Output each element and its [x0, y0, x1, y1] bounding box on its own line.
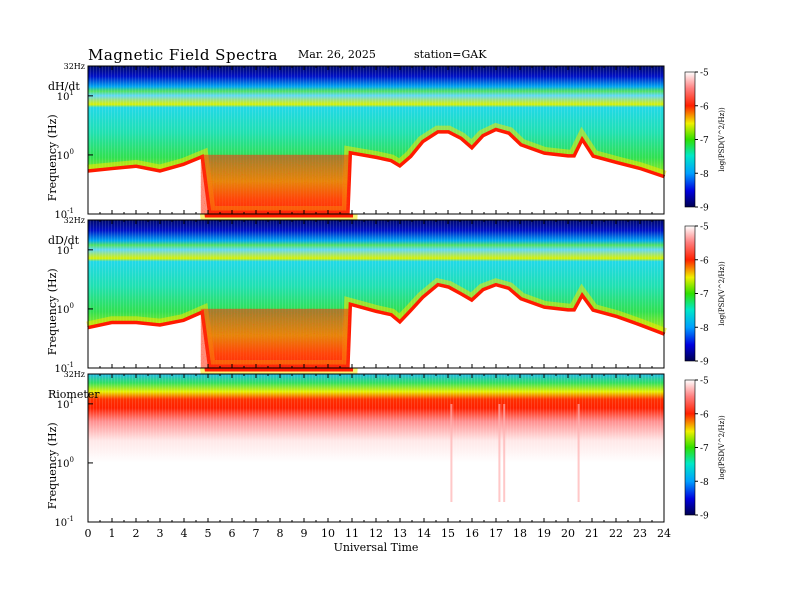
noise-speckle [200, 154, 350, 214]
x-tick-label: 20 [561, 527, 575, 540]
low-power-region [88, 286, 664, 368]
y-tick-label: 100 [57, 302, 74, 316]
chart-date: Mar. 26, 2025 [298, 48, 376, 61]
colorbar-tick-label: -9 [700, 204, 709, 214]
y-tick-label: 10-1 [54, 361, 74, 375]
colorbar-tick-label: -5 [700, 69, 709, 79]
x-axis-label: Universal Time [334, 541, 419, 554]
colorbar-tick-label: -8 [700, 324, 709, 334]
panel-label: dD/dt [48, 234, 80, 247]
x-tick-label: 0 [85, 527, 92, 540]
colorbar-tick-label: -6 [700, 256, 709, 266]
x-tick-label: 17 [489, 527, 503, 540]
x-tick-label: 21 [585, 527, 599, 540]
x-tick-label: 3 [157, 527, 164, 540]
x-tick-label: 10 [321, 527, 335, 540]
y-top-label: 32Hz [64, 216, 85, 225]
y-tick-label: 100 [57, 148, 74, 162]
riometer-spike-3 [503, 404, 506, 502]
colorbar-label: log(PSD(V^2/Hz)) [718, 107, 726, 172]
panel-label: dH/dt [48, 80, 80, 93]
colorbar-tick-label: -7 [700, 444, 709, 454]
colorbar [684, 379, 696, 516]
y-top-label: 32Hz [64, 62, 85, 71]
x-tick-label: 12 [369, 527, 383, 540]
y-top-label: 32Hz [64, 370, 85, 379]
x-tick-label: 1 [109, 527, 116, 540]
colorbar-tick-label: -5 [700, 223, 709, 233]
y-tick-label: 101 [57, 243, 74, 257]
x-tick-label: 22 [609, 527, 623, 540]
colorbar-tick-label: -7 [700, 136, 709, 146]
riometer-spike-1 [450, 404, 453, 502]
x-tick-label: 2 [133, 527, 140, 540]
x-tick-label: 5 [205, 527, 212, 540]
low-power-region [88, 131, 664, 214]
colorbar [684, 71, 696, 208]
y-axis-label: Frequency (Hz) [46, 114, 59, 201]
y-axis-label: Frequency (Hz) [46, 268, 59, 355]
panel-label: Riometer [48, 388, 100, 401]
colorbar-tick-label: -6 [700, 410, 709, 420]
chart-title: Magnetic Field Spectra [88, 46, 278, 64]
x-tick-label: 11 [345, 527, 359, 540]
colorbar-label: log(PSD(V^2/Hz)) [718, 415, 726, 480]
x-tick-label: 6 [229, 527, 236, 540]
x-tick-label: 23 [633, 527, 647, 540]
y-tick-label: 10-1 [54, 207, 74, 221]
y-tick-label: 101 [57, 89, 74, 103]
riometer-spike-2 [498, 404, 501, 502]
spectrogram-panel-1: 32Hz 101 100 10-1 dH/dt Frequency (Hz) -5 -6 -7 -… [46, 62, 726, 222]
noise-speckle [200, 308, 350, 368]
x-tick-label: 18 [513, 527, 527, 540]
colorbar-label: log(PSD(V^2/Hz)) [718, 261, 726, 326]
x-tick-label: 4 [181, 527, 188, 540]
spectrogram-texture [88, 374, 664, 522]
x-tick-label: 7 [253, 527, 260, 540]
x-tick-label: 24 [657, 527, 671, 540]
colorbar-tick-label: -8 [700, 478, 709, 488]
y-tick-label: 100 [57, 456, 74, 470]
spectrogram-panel-2: 32Hz 101 100 10-1 dD/dt Frequency (Hz) -5 -6 -7 -… [46, 216, 726, 376]
x-tick-label: 19 [537, 527, 551, 540]
colorbar-tick-label: -9 [700, 512, 709, 522]
colorbar-tick-label: -6 [700, 102, 709, 112]
y-tick-label: 101 [57, 397, 74, 411]
x-tick-label: 15 [441, 527, 455, 540]
colorbar-tick-label: -8 [700, 170, 709, 180]
station-label: station=GAK [414, 48, 487, 61]
colorbar-tick-label: -9 [700, 358, 709, 368]
x-tick-label: 8 [277, 527, 284, 540]
riometer-spike-4 [577, 404, 580, 502]
colorbar [684, 225, 696, 362]
y-axis-label: Frequency (Hz) [46, 422, 59, 509]
y-tick-label: 10-1 [54, 515, 74, 529]
colorbar-tick-label: -7 [700, 290, 709, 300]
x-tick-label: 9 [301, 527, 308, 540]
x-tick-label: 16 [465, 527, 479, 540]
colorbar-tick-label: -5 [700, 377, 709, 387]
x-tick-label: 14 [417, 527, 431, 540]
x-tick-label: 13 [393, 527, 407, 540]
